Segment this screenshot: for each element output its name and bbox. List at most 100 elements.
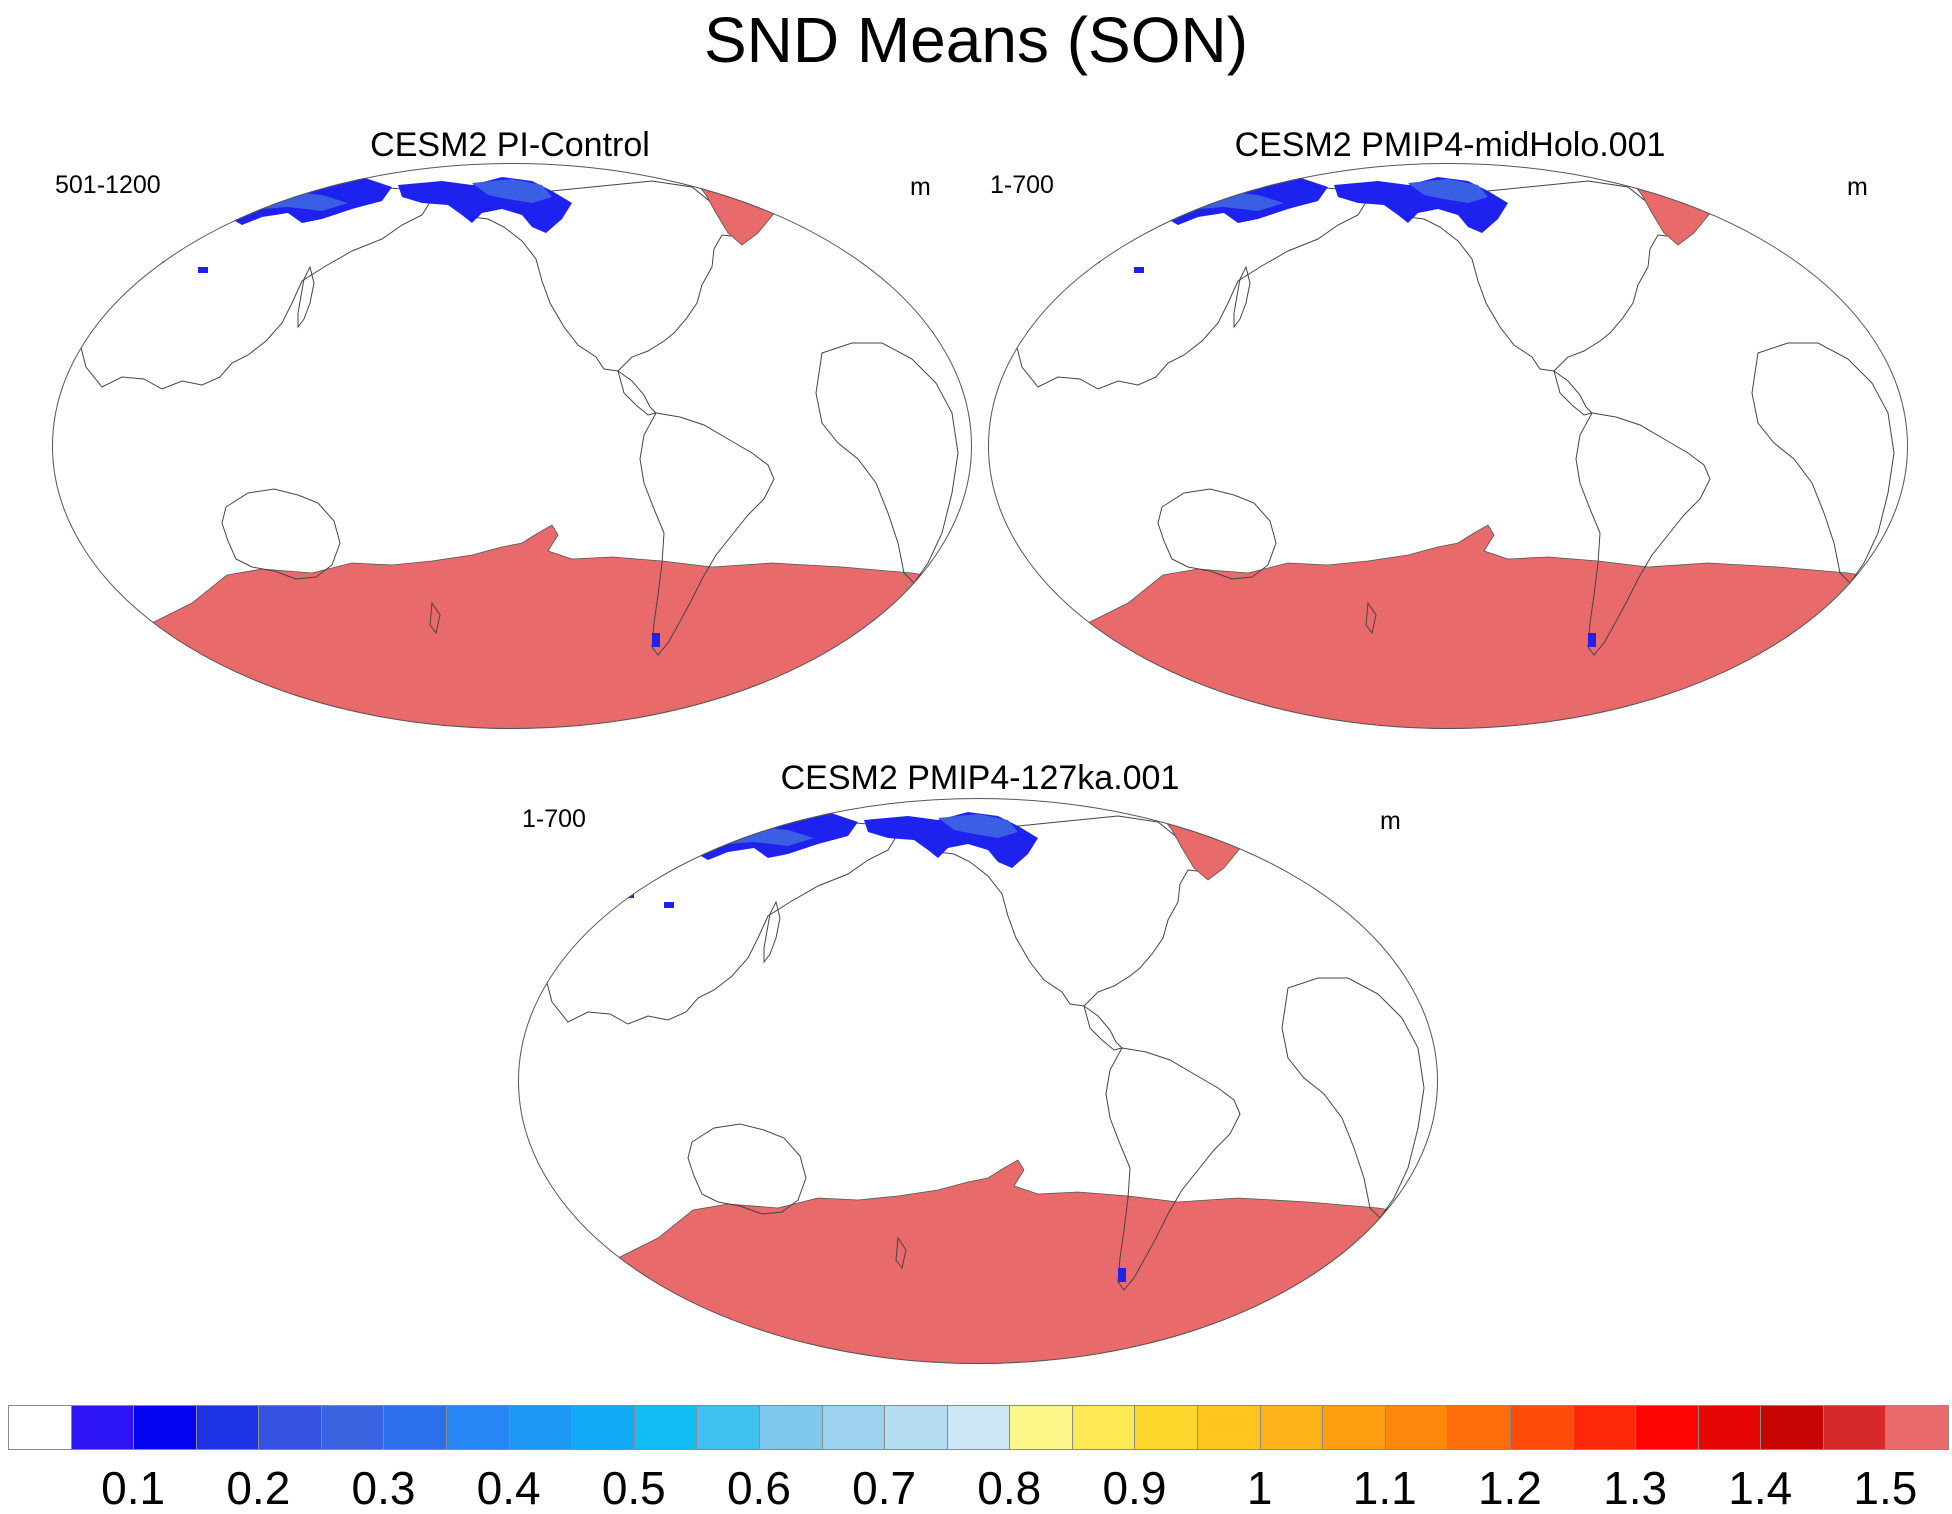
colorbar-tick-label: 1.3 xyxy=(1603,1462,1668,1514)
panel-3-map xyxy=(518,798,1438,1364)
colorbar-swatch xyxy=(70,1405,135,1450)
panel-3-title: CESM2 PMIP4-127ka.001 xyxy=(780,759,1180,797)
map-layer xyxy=(988,163,1908,729)
colorbar-swatch xyxy=(1635,1405,1699,1450)
snow-scandinavia xyxy=(1360,826,1384,856)
colorbar-swatch xyxy=(571,1405,635,1450)
snow-canada-mid xyxy=(1408,179,1488,203)
colorbar-tick-label: 1.2 xyxy=(1477,1462,1542,1514)
coastline-africa xyxy=(1751,342,1895,584)
map-content xyxy=(518,809,1438,1364)
colorbar-swatch xyxy=(446,1405,510,1450)
colorbar-swatch xyxy=(1572,1405,1637,1450)
snow-patagonia xyxy=(1118,1268,1126,1282)
snow-tibet xyxy=(624,886,634,898)
antarctica-ice xyxy=(988,524,1908,729)
colorbar-tick-label: 0.3 xyxy=(351,1462,416,1514)
snow-patagonia xyxy=(652,633,660,647)
coastline-japan xyxy=(297,265,315,329)
map-layer xyxy=(52,163,972,729)
snow-tibet xyxy=(154,251,164,263)
coastline-centralAmerica xyxy=(1083,1004,1123,1051)
coastline-africa xyxy=(815,342,959,584)
greenland-ice xyxy=(691,174,783,246)
panel-1-units: m xyxy=(910,173,931,201)
coastline-europe xyxy=(885,192,959,324)
colorbar-swatch xyxy=(1009,1405,1073,1450)
colorbar-swatch xyxy=(8,1405,72,1450)
colorbar-tick-label: 0.2 xyxy=(226,1462,291,1514)
colorbar-swatch xyxy=(258,1405,322,1450)
colorbar-tick-label: 0.8 xyxy=(977,1462,1042,1514)
coastline-nz xyxy=(429,601,441,635)
colorbar-tick-label: 1 xyxy=(1246,1462,1273,1514)
colorbar-swatch xyxy=(383,1405,448,1450)
colorbar-tick-label: 1.5 xyxy=(1853,1462,1918,1514)
colorbar-swatch xyxy=(946,1405,1011,1450)
colorbar-swatch xyxy=(508,1405,573,1450)
coastline-africa xyxy=(1281,977,1425,1219)
colorbar-swatch xyxy=(1697,1405,1762,1450)
coastline-nz xyxy=(1365,601,1377,635)
colorbar-tick-label: 0.5 xyxy=(601,1462,666,1514)
colorbar-swatch xyxy=(1259,1405,1324,1450)
coastline-australia xyxy=(1157,488,1277,580)
figure-title: SND Means (SON) xyxy=(703,4,1249,76)
snow-scandinavia xyxy=(894,191,918,221)
panel-3-units: m xyxy=(1380,807,1401,835)
coastline-southAmerica xyxy=(1575,412,1711,656)
colorbar xyxy=(8,1405,1949,1450)
colorbar-swatch xyxy=(1197,1405,1261,1450)
colorbar-swatch xyxy=(1822,1405,1887,1450)
colorbar-swatch xyxy=(1384,1405,1449,1450)
colorbar-tick-label: 0.1 xyxy=(101,1462,166,1514)
panel-2-map xyxy=(988,163,1908,729)
snow-patagonia xyxy=(1588,633,1596,647)
colorbar-swatch xyxy=(633,1405,698,1450)
snow-patch xyxy=(198,267,208,273)
panel-1-map xyxy=(52,163,972,729)
map-layer xyxy=(518,798,1438,1364)
colorbar-swatch xyxy=(133,1405,197,1450)
snow-scandinavia xyxy=(1830,191,1854,221)
greenland-ice xyxy=(1157,809,1249,881)
coastline-australia xyxy=(687,1123,807,1215)
colorbar-swatch xyxy=(1071,1405,1136,1450)
colorbar-tick-label: 0.6 xyxy=(726,1462,791,1514)
panel-1-title: CESM2 PI-Control xyxy=(370,126,650,164)
map-content xyxy=(52,174,972,729)
colorbar-swatch xyxy=(696,1405,760,1450)
colorbar-swatch xyxy=(1322,1405,1386,1450)
colorbar-tick-label: 0.4 xyxy=(476,1462,541,1514)
colorbar-tick-label: 1.4 xyxy=(1728,1462,1793,1514)
coastline-europe xyxy=(1351,827,1425,959)
snow-canada-mid xyxy=(938,814,1018,838)
snow-tibet xyxy=(1090,251,1100,263)
antarctica-ice xyxy=(518,1159,1438,1364)
colorbar-swatch xyxy=(1885,1405,1949,1450)
coastline-japan xyxy=(1233,265,1251,329)
panel-2-units: m xyxy=(1847,173,1868,201)
greenland-ice xyxy=(1627,174,1719,246)
snow-patch xyxy=(1134,267,1144,273)
colorbar-swatch xyxy=(821,1405,886,1450)
colorbar-tick-label: 1.1 xyxy=(1352,1462,1417,1514)
colorbar-swatch xyxy=(1760,1405,1824,1450)
coastline-southAmerica xyxy=(1105,1047,1241,1291)
colorbar-swatch xyxy=(195,1405,260,1450)
antarctica-ice xyxy=(52,524,972,729)
colorbar-swatch xyxy=(320,1405,385,1450)
colorbar-swatch xyxy=(758,1405,823,1450)
panel-3-years: 1-700 xyxy=(522,805,586,833)
map-boundary xyxy=(518,798,1438,1364)
colorbar-swatch xyxy=(1509,1405,1574,1450)
map-boundary xyxy=(988,163,1908,729)
coastline-europe xyxy=(1821,192,1895,324)
coastline-centralAmerica xyxy=(617,369,657,416)
panel-1-years: 501-1200 xyxy=(55,171,161,199)
snow-canada-mid xyxy=(472,179,552,203)
colorbar-tick-label: 0.9 xyxy=(1102,1462,1167,1514)
panel-2-years: 1-700 xyxy=(990,171,1054,199)
coastline-centralAmerica xyxy=(1553,369,1593,416)
coastline-australia xyxy=(221,488,341,580)
